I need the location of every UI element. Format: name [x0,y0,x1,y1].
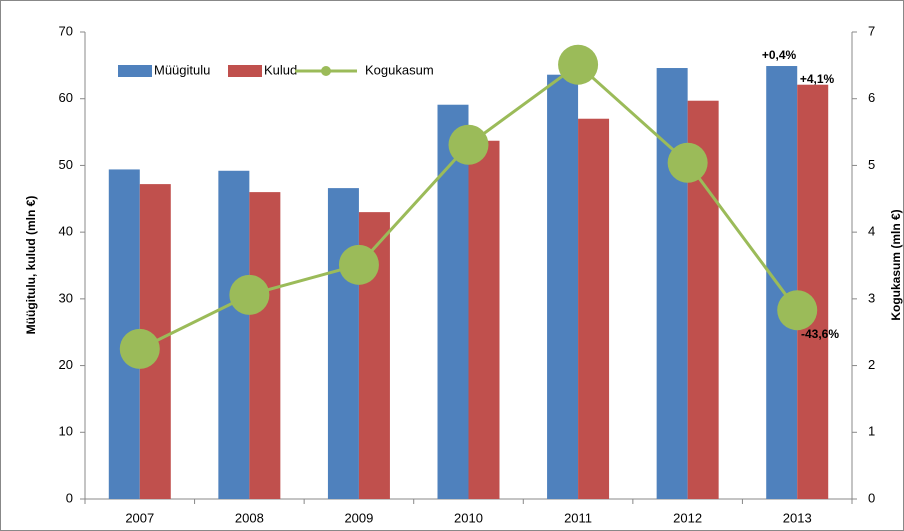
y2-tick-label: 6 [868,90,875,105]
line-marker [119,328,160,369]
bar [656,68,688,500]
line-marker [448,124,489,165]
bar [468,140,500,499]
y-tick-label: 40 [59,224,73,239]
line-marker [229,274,270,315]
annotation: +4,1% [800,72,835,86]
y-axis-title: Müügitulu, kulud (mln €) [24,196,38,335]
y-tick-label: 60 [59,90,73,105]
x-tick-label: 2012 [673,510,702,525]
y2-tick-label: 5 [868,157,875,172]
bar [218,170,250,499]
bar [437,104,469,500]
line-marker [558,44,599,85]
bar [547,74,579,499]
x-tick-label: 2011 [564,510,592,525]
line-marker [667,142,708,183]
y-tick-label: 10 [59,424,73,439]
x-tick-label: 2007 [125,510,154,525]
legend-marker [321,66,331,76]
legend-label: Kulud [264,62,297,77]
y2-tick-label: 0 [868,490,875,505]
y2-tick-label: 4 [868,224,875,239]
bar [578,118,610,499]
y-tick-label: 0 [66,490,73,505]
x-tick-label: 2008 [235,510,264,525]
x-tick-label: 2010 [454,510,483,525]
line-marker [777,290,818,331]
y-tick-label: 30 [59,290,73,305]
bar [766,66,798,499]
bar [327,188,359,499]
y2-tick-label: 3 [868,290,875,305]
y-tick-label: 20 [59,357,73,372]
y2-axis-title: Kogukasum (mln €) [889,209,903,320]
y2-tick-label: 7 [868,23,875,38]
legend-swatch [228,65,262,77]
legend-swatch [118,65,152,77]
x-tick-label: 2009 [344,510,373,525]
line-marker [338,244,379,285]
y2-tick-label: 2 [868,357,875,372]
x-tick-label: 2013 [783,510,812,525]
y2-tick-label: 1 [868,424,875,439]
bar [249,192,281,499]
y-tick-label: 50 [59,157,73,172]
y-tick-label: 70 [59,23,73,38]
annotation: +0,4% [762,48,797,62]
legend-label: Müügitulu [154,62,210,77]
legend-label: Kogukasum [365,62,434,77]
annotation: -43,6% [801,327,839,341]
